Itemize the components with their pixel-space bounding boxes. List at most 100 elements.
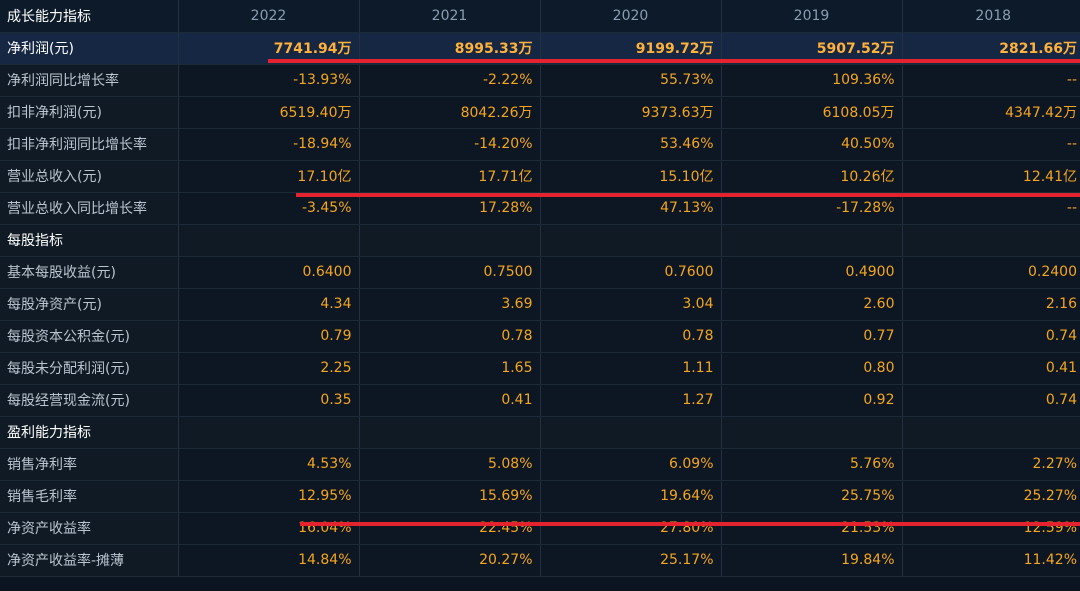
- value-cell-2021: 15.69%: [359, 480, 541, 513]
- value-cell-2018: --: [902, 64, 1080, 97]
- value-cell-2020: [540, 224, 722, 257]
- gross-margin-underline: [300, 522, 1080, 526]
- value-cell-2022: 2.25: [178, 352, 360, 385]
- value-cell-2020: 0.7600: [540, 256, 722, 289]
- net-profit-underline: [268, 59, 1080, 63]
- table-row[interactable]: 净资产收益率-摊薄 14.84% 20.27% 25.17% 19.84% 11.42%: [0, 544, 1080, 577]
- section-heading: 盈利能力指标: [0, 416, 179, 449]
- value-cell-2022: 6519.40万: [178, 96, 360, 129]
- row-label: 净资产收益率: [0, 512, 179, 545]
- value-cell-2019: 21.53%: [721, 512, 903, 545]
- value-cell-2022: 4.34: [178, 288, 360, 321]
- value-cell-2018: 12.41亿: [902, 160, 1080, 193]
- value-cell-2021: 22.45%: [359, 512, 541, 545]
- year-header-2021[interactable]: 2021: [359, 0, 541, 33]
- value-cell-2018: [902, 416, 1080, 449]
- value-cell-2020: 6.09%: [540, 448, 722, 481]
- value-cell-2019: 19.84%: [721, 544, 903, 577]
- value-cell-2020: 55.73%: [540, 64, 722, 97]
- header-row: 成长能力指标 2022 2021 2020 2019 2018: [0, 0, 1080, 33]
- row-label: 营业总收入(元): [0, 160, 179, 193]
- value-cell-2021: 17.71亿: [359, 160, 541, 193]
- table-row[interactable]: 净资产收益率 16.04% 22.45% 27.80% 21.53% 12.59%: [0, 512, 1080, 545]
- value-cell-2022: 14.84%: [178, 544, 360, 577]
- value-cell-2018: 11.42%: [902, 544, 1080, 577]
- value-cell-2018: 0.74: [902, 384, 1080, 417]
- row-label: 每股资本公积金(元): [0, 320, 179, 353]
- table-row[interactable]: 扣非净利润(元) 6519.40万 8042.26万 9373.63万 6108.05万…: [0, 96, 1080, 129]
- value-cell-2018: 2.27%: [902, 448, 1080, 481]
- value-cell-2020: 3.04: [540, 288, 722, 321]
- value-cell-2018: --: [902, 192, 1080, 225]
- row-label: 销售净利率: [0, 448, 179, 481]
- table-row[interactable]: 每股资本公积金(元) 0.79 0.78 0.78 0.77 0.74: [0, 320, 1080, 353]
- value-cell-2019: 40.50%: [721, 128, 903, 161]
- row-label: 每股未分配利润(元): [0, 352, 179, 385]
- section-heading: 每股指标: [0, 224, 179, 257]
- value-cell-2021: [359, 224, 541, 257]
- value-cell-2021: 0.7500: [359, 256, 541, 289]
- value-cell-2019: 109.36%: [721, 64, 903, 97]
- row-label: 营业总收入同比增长率: [0, 192, 179, 225]
- value-cell-2022: 0.79: [178, 320, 360, 353]
- value-cell-2021: 20.27%: [359, 544, 541, 577]
- value-cell-2019: 0.4900: [721, 256, 903, 289]
- value-cell-2018: 0.2400: [902, 256, 1080, 289]
- value-cell-2022: 4.53%: [178, 448, 360, 481]
- table-row[interactable]: 营业总收入同比增长率 -3.45% 17.28% 47.13% -17.28% --: [0, 192, 1080, 225]
- year-header-2018[interactable]: 2018: [902, 0, 1080, 33]
- row-label: 扣非净利润同比增长率: [0, 128, 179, 161]
- value-cell-2019: 2.60: [721, 288, 903, 321]
- table-row[interactable]: 销售净利率 4.53% 5.08% 6.09% 5.76% 2.27%: [0, 448, 1080, 481]
- value-cell-2022: [178, 224, 360, 257]
- table-title: 成长能力指标: [0, 0, 179, 33]
- value-cell-2022: 12.95%: [178, 480, 360, 513]
- value-cell-2018: --: [902, 128, 1080, 161]
- row-label: 净资产收益率-摊薄: [0, 544, 179, 577]
- value-cell-2019: 0.80: [721, 352, 903, 385]
- value-cell-2020: 25.17%: [540, 544, 722, 577]
- table-row[interactable]: 扣非净利润同比增长率 -18.94% -14.20% 53.46% 40.50% --: [0, 128, 1080, 161]
- table-row[interactable]: 净利润同比增长率 -13.93% -2.22% 55.73% 109.36% --: [0, 64, 1080, 97]
- value-cell-2022: 16.04%: [178, 512, 360, 545]
- value-cell-2022: [178, 416, 360, 449]
- value-cell-2020: 47.13%: [540, 192, 722, 225]
- year-header-2020[interactable]: 2020: [540, 0, 722, 33]
- table-row[interactable]: 每股指标: [0, 224, 1080, 257]
- row-label: 净利润(元): [0, 32, 179, 65]
- table-row[interactable]: 每股净资产(元) 4.34 3.69 3.04 2.60 2.16: [0, 288, 1080, 321]
- value-cell-2020: 1.11: [540, 352, 722, 385]
- value-cell-2019: 5.76%: [721, 448, 903, 481]
- table-row[interactable]: 盈利能力指标: [0, 416, 1080, 449]
- table-row[interactable]: 销售毛利率 12.95% 15.69% 19.64% 25.75% 25.27%: [0, 480, 1080, 513]
- value-cell-2021: 5.08%: [359, 448, 541, 481]
- table-row[interactable]: 每股未分配利润(元) 2.25 1.65 1.11 0.80 0.41: [0, 352, 1080, 385]
- value-cell-2022: 0.6400: [178, 256, 360, 289]
- value-cell-2021: [359, 416, 541, 449]
- value-cell-2020: 1.27: [540, 384, 722, 417]
- value-cell-2021: 0.78: [359, 320, 541, 353]
- value-cell-2019: 10.26亿: [721, 160, 903, 193]
- value-cell-2021: -14.20%: [359, 128, 541, 161]
- year-header-2019[interactable]: 2019: [721, 0, 903, 33]
- year-header-2022[interactable]: 2022: [178, 0, 360, 33]
- value-cell-2021: 0.41: [359, 384, 541, 417]
- revenue-underline: [296, 193, 1080, 197]
- table-row[interactable]: 营业总收入(元) 17.10亿 17.71亿 15.10亿 10.26亿 12.41亿: [0, 160, 1080, 193]
- value-cell-2019: 6108.05万: [721, 96, 903, 129]
- value-cell-2018: 2.16: [902, 288, 1080, 321]
- value-cell-2018: [902, 224, 1080, 257]
- row-label: 每股经营现金流(元): [0, 384, 179, 417]
- row-label: 每股净资产(元): [0, 288, 179, 321]
- table-row[interactable]: 基本每股收益(元) 0.6400 0.7500 0.7600 0.4900 0.2400: [0, 256, 1080, 289]
- value-cell-2020: 0.78: [540, 320, 722, 353]
- value-cell-2022: 0.35: [178, 384, 360, 417]
- value-cell-2020: 19.64%: [540, 480, 722, 513]
- financial-indicators-table: 成长能力指标 2022 2021 2020 2019 2018 净利润(元) 77…: [0, 0, 1080, 577]
- value-cell-2022: -18.94%: [178, 128, 360, 161]
- value-cell-2018: 0.74: [902, 320, 1080, 353]
- value-cell-2019: -17.28%: [721, 192, 903, 225]
- value-cell-2019: 25.75%: [721, 480, 903, 513]
- table-row[interactable]: 每股经营现金流(元) 0.35 0.41 1.27 0.92 0.74: [0, 384, 1080, 417]
- value-cell-2022: 17.10亿: [178, 160, 360, 193]
